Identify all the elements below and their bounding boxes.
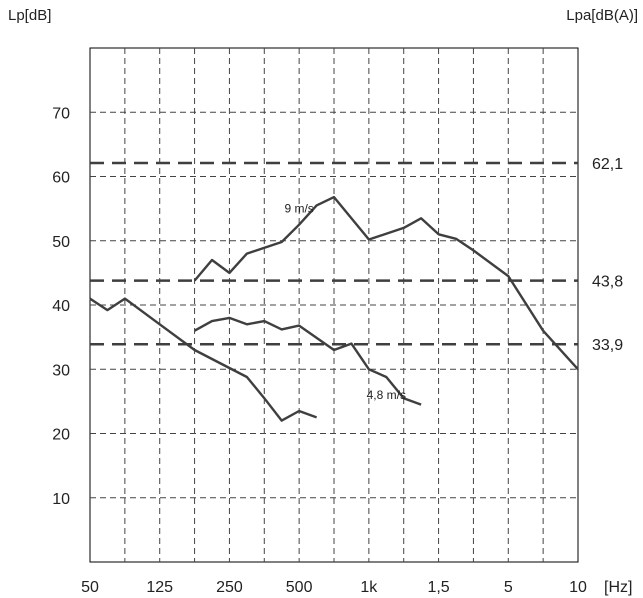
y-axis-title-left: Lp[dB] xyxy=(8,7,51,24)
series-line xyxy=(194,316,422,406)
x-tick-label: 5 xyxy=(504,579,513,596)
reference-lines xyxy=(90,161,578,346)
reference-line-label: 62,1 xyxy=(592,156,623,173)
y-axis-title-right: Lpa[dB(A)] xyxy=(566,7,638,24)
x-axis-unit: [Hz] xyxy=(604,579,632,596)
x-tick-label: 250 xyxy=(216,579,243,596)
series-line xyxy=(193,195,579,371)
labels-group: 62,1 43,8 33,9 10 20 30 40 50 60 70 50 125 250 500 1k 1… xyxy=(52,105,623,596)
y-tick-label: 30 xyxy=(52,362,70,379)
series-label: 9 m/s xyxy=(284,202,313,216)
x-tick-label: 1k xyxy=(360,579,378,596)
x-tick-label: 125 xyxy=(146,579,173,596)
y-tick-label: 70 xyxy=(52,105,70,122)
y-tick-label: 60 xyxy=(52,170,70,187)
grid xyxy=(90,48,578,562)
y-tick-label: 40 xyxy=(52,298,70,315)
series-label: 4,8 m/s xyxy=(367,388,406,402)
series-group xyxy=(89,195,579,422)
reference-line-label: 33,9 xyxy=(592,337,623,354)
series-line xyxy=(89,297,318,422)
x-tick-label: 500 xyxy=(286,579,313,596)
y-tick-label: 20 xyxy=(52,427,70,444)
x-tick-label: 50 xyxy=(81,579,99,596)
x-tick-label: 1,5 xyxy=(427,579,449,596)
reference-line-label: 43,8 xyxy=(592,274,623,291)
x-tick-label: 10 xyxy=(569,579,587,596)
y-tick-label: 50 xyxy=(52,234,70,251)
y-tick-label: 10 xyxy=(52,491,70,508)
